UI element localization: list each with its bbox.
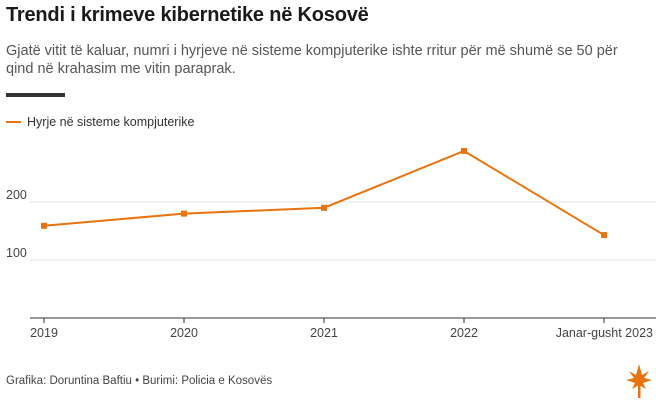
series-points <box>41 147 607 239</box>
data-point-2022 <box>461 147 467 154</box>
chart-subtitle: Gjatë vitit të kaluar, numri i hyrjeve n… <box>6 43 618 77</box>
data-point-2019 <box>41 222 47 229</box>
grid-layer <box>30 201 656 261</box>
series-line <box>43 149 605 236</box>
y-tick-label: 100 <box>6 246 27 260</box>
legend-swatch <box>6 121 21 123</box>
y-tick-labels: 100 200 <box>6 188 27 260</box>
data-point-janar-gusht-2023 <box>601 232 607 239</box>
x-tick-label: 2020 <box>170 326 198 340</box>
data-point-2021 <box>321 204 327 211</box>
chart-title: Trendi i krimeve kibernetike në Kosovë <box>6 4 369 26</box>
x-tick-label: 2022 <box>450 326 478 340</box>
x-tick-label: 2019 <box>30 326 58 340</box>
rfe-logo-icon <box>626 364 652 398</box>
legend: Hyrje në sisteme kompjuterike <box>6 115 194 129</box>
data-point-2020 <box>181 210 187 217</box>
source-credit: Grafika: Doruntina Baftiu • Burimi: Poli… <box>6 375 273 387</box>
x-tick-label: Janar-gusht 2023 <box>556 326 653 340</box>
legend-label: Hyrje në sisteme kompjuterike <box>27 115 195 129</box>
x-tick-label: 2021 <box>310 326 338 340</box>
y-tick-label: 200 <box>6 188 27 202</box>
x-tick-marks <box>43 318 605 323</box>
title-rule <box>6 93 65 97</box>
x-tick-labels: 2019 2020 2021 2022 Janar-gusht 2023 <box>30 326 653 340</box>
